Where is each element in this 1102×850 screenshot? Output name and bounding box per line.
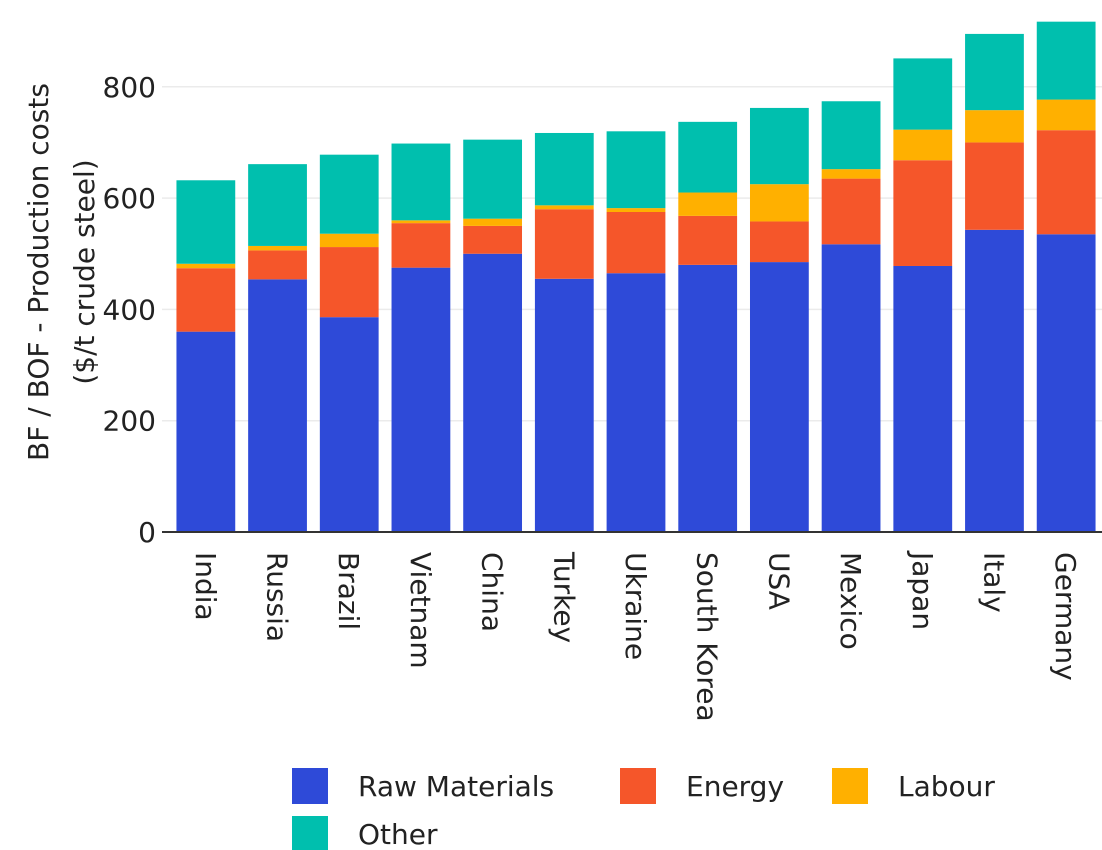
bar-segment-labour-russia bbox=[248, 245, 307, 251]
bar-segment-other-vietnam bbox=[391, 143, 451, 221]
bar-segment-raw-materials-italy bbox=[965, 229, 1024, 532]
bar-segment-labour-ukraine bbox=[606, 208, 666, 212]
bar-segment-energy-japan bbox=[893, 160, 953, 266]
x-tick-label: Japan bbox=[906, 550, 939, 630]
legend-label: Other bbox=[358, 818, 438, 850]
y-tick-label: 0 bbox=[138, 516, 156, 549]
y-axis: 0 200 400 600 800 bbox=[103, 71, 170, 549]
bar-segment-raw-materials-vietnam bbox=[391, 267, 451, 532]
bar-segment-energy-brazil bbox=[319, 247, 379, 318]
x-tick-label: Turkey bbox=[547, 551, 580, 643]
bar-segment-raw-materials-india bbox=[176, 331, 236, 532]
bars bbox=[176, 21, 1096, 532]
legend-swatch bbox=[292, 768, 328, 804]
x-tick-label: Ukraine bbox=[619, 552, 652, 660]
bar-segment-other-usa bbox=[749, 107, 809, 185]
bar-segment-labour-china bbox=[463, 218, 523, 226]
bar-segment-labour-germany bbox=[1036, 99, 1096, 131]
bar-segment-other-india bbox=[176, 180, 236, 264]
y-tick-label: 400 bbox=[103, 293, 156, 326]
bar-segment-energy-ukraine bbox=[606, 212, 666, 274]
bar-segment-labour-mexico bbox=[821, 169, 881, 179]
bar-segment-labour-italy bbox=[965, 110, 1024, 143]
legend-item-labour: Labour bbox=[832, 768, 995, 804]
bar-segment-energy-italy bbox=[965, 142, 1024, 230]
x-tick-label: Mexico bbox=[834, 552, 867, 650]
legend-item-raw-materials: Raw Materials bbox=[292, 768, 554, 804]
bar-segment-other-china bbox=[463, 139, 523, 219]
bar-segment-labour-india bbox=[176, 263, 236, 269]
bar-segment-raw-materials-russia bbox=[248, 279, 307, 532]
bar-segment-other-japan bbox=[893, 58, 953, 130]
y-tick-label: 600 bbox=[103, 182, 156, 215]
x-tick-label: Brazil bbox=[332, 552, 365, 630]
bar-segment-energy-vietnam bbox=[391, 223, 451, 268]
bar-segment-energy-south-korea bbox=[678, 215, 738, 265]
bar-segment-labour-brazil bbox=[319, 233, 379, 248]
legend-swatch bbox=[620, 768, 656, 804]
bar-segment-energy-mexico bbox=[821, 178, 881, 245]
bar-segment-raw-materials-japan bbox=[893, 265, 953, 532]
bar-segment-labour-usa bbox=[749, 184, 809, 222]
legend-label: Raw Materials bbox=[358, 770, 554, 803]
x-tick-label: South Korea bbox=[691, 552, 724, 722]
bar-segment-labour-japan bbox=[893, 129, 953, 161]
y-axis-label-line1: BF / BOF - Production costs bbox=[22, 83, 55, 461]
x-tick-label: China bbox=[476, 552, 509, 632]
bar-segment-energy-china bbox=[463, 225, 523, 254]
bar-segment-other-mexico bbox=[821, 101, 881, 170]
bar-segment-labour-south-korea bbox=[678, 192, 738, 216]
bar-segment-raw-materials-turkey bbox=[534, 278, 594, 532]
bar-segment-labour-turkey bbox=[534, 205, 594, 210]
y-axis-label-line2: ($/t crude steel) bbox=[68, 159, 101, 384]
x-tick-label: Italy bbox=[977, 552, 1010, 613]
bar-segment-raw-materials-usa bbox=[749, 262, 809, 532]
bar-segment-energy-usa bbox=[749, 221, 809, 263]
x-tick-label: USA bbox=[762, 552, 795, 610]
legend: Raw Materials Energy Labour Other bbox=[292, 768, 995, 850]
bar-segment-other-ukraine bbox=[606, 131, 666, 209]
x-tick-label: India bbox=[189, 552, 222, 621]
bar-segment-other-turkey bbox=[534, 132, 594, 206]
bar-segment-other-brazil bbox=[319, 154, 379, 234]
x-tick-label: Germany bbox=[1049, 552, 1082, 681]
bar-segment-other-germany bbox=[1036, 21, 1096, 100]
legend-swatch bbox=[832, 768, 868, 804]
bar-segment-raw-materials-south-korea bbox=[678, 264, 738, 532]
y-tick-label: 200 bbox=[103, 405, 156, 438]
bar-segment-raw-materials-brazil bbox=[319, 317, 379, 532]
bar-segment-raw-materials-germany bbox=[1036, 234, 1096, 532]
bar-segment-other-russia bbox=[248, 164, 307, 246]
bar-segment-labour-vietnam bbox=[391, 220, 451, 224]
x-tick-label: Vietnam bbox=[404, 552, 437, 669]
bar-segment-energy-germany bbox=[1036, 130, 1096, 235]
y-tick-label: 800 bbox=[103, 71, 156, 104]
bar-segment-raw-materials-ukraine bbox=[606, 273, 666, 532]
bar-segment-other-italy bbox=[965, 33, 1024, 111]
legend-label: Energy bbox=[686, 770, 784, 803]
bar-segment-raw-materials-china bbox=[463, 253, 523, 532]
bar-segment-energy-russia bbox=[248, 250, 307, 280]
x-axis: India Russia Brazil Vietnam China Turkey Ukrai… bbox=[170, 531, 1102, 722]
x-tick-label: Russia bbox=[261, 552, 294, 642]
bar-segment-raw-materials-mexico bbox=[821, 244, 881, 532]
bar-segment-other-south-korea bbox=[678, 121, 738, 193]
legend-label: Labour bbox=[898, 770, 995, 803]
legend-item-other: Other bbox=[292, 816, 438, 850]
legend-swatch bbox=[292, 816, 328, 850]
legend-item-energy: Energy bbox=[620, 768, 784, 804]
bar-segment-energy-turkey bbox=[534, 209, 594, 279]
bar-segment-energy-india bbox=[176, 268, 236, 332]
